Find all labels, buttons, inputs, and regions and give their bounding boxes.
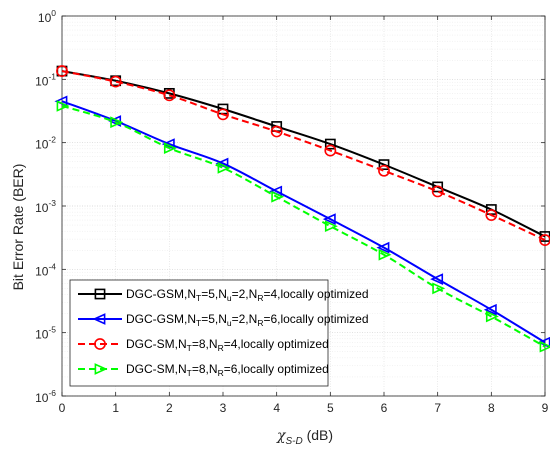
data-point bbox=[56, 100, 70, 112]
x-tick-label: 8 bbox=[488, 401, 495, 415]
legend-label: DGC-SM,NT=8,NR=6,locally optimized bbox=[126, 362, 329, 378]
legend-entry-4: DGC-SM,NT=8,NR=6,locally optimized bbox=[78, 362, 329, 378]
data-point bbox=[94, 363, 108, 375]
data-point bbox=[324, 144, 337, 157]
data-point bbox=[431, 185, 444, 198]
data-point bbox=[376, 241, 390, 254]
x-tick-label: 6 bbox=[381, 401, 388, 415]
data-point bbox=[109, 75, 122, 88]
axis-ticks: 0 1 2 3 4 5 6 7 8 9 10-6 10-5 10-4 10-3 10-2 10-1 100 bbox=[35, 8, 549, 415]
x-tick-label: 4 bbox=[273, 401, 280, 415]
data-point bbox=[324, 138, 336, 150]
legend-entry-3: DGC-SM,NT=8,NR=4,locally optimized bbox=[78, 337, 329, 353]
data-point bbox=[378, 159, 390, 171]
data-point bbox=[94, 288, 106, 300]
series-line bbox=[61, 104, 546, 348]
data-point bbox=[485, 310, 499, 323]
x-tick-label: 2 bbox=[166, 401, 173, 415]
data-point bbox=[483, 303, 497, 316]
x-tick-label: 3 bbox=[220, 401, 227, 415]
data-point bbox=[271, 190, 285, 203]
data-point bbox=[94, 338, 106, 350]
data-series bbox=[54, 65, 550, 353]
data-point bbox=[163, 142, 177, 154]
series-4 bbox=[56, 100, 550, 353]
data-point bbox=[485, 209, 498, 221]
y-tick-label: 10-2 bbox=[35, 135, 56, 152]
data-point bbox=[56, 65, 68, 77]
legend-entry-1: DGC-GSM,NT=5,Nu=2,NR=4,locally optimized bbox=[78, 287, 369, 303]
series-1 bbox=[56, 65, 550, 242]
data-point bbox=[110, 116, 124, 129]
series-line bbox=[61, 100, 546, 344]
x-axis-symbol: χ bbox=[276, 428, 287, 444]
y-tick-label: 100 bbox=[38, 8, 56, 25]
legend-entry-2: DGC-GSM,NT=5,Nu=2,NR=6,locally optimized bbox=[78, 312, 369, 328]
y-tick-label: 10-1 bbox=[35, 71, 56, 88]
data-point bbox=[324, 220, 338, 233]
legend-label: DGC-SM,NT=8,NR=4,locally optimized bbox=[126, 337, 329, 353]
data-point bbox=[161, 138, 175, 150]
data-point bbox=[163, 89, 176, 102]
x-axis-label: χS-D (dB) bbox=[276, 427, 333, 447]
data-point bbox=[539, 340, 550, 353]
x-tick-label: 1 bbox=[112, 401, 119, 415]
series-line bbox=[61, 70, 546, 238]
data-point bbox=[217, 162, 231, 174]
data-point bbox=[378, 248, 392, 261]
x-tick-label: 9 bbox=[542, 401, 549, 415]
data-point bbox=[430, 273, 444, 285]
data-point bbox=[378, 164, 390, 177]
x-tick-label: 0 bbox=[59, 401, 66, 415]
y-axis-label: Bit Error Rate (BER) bbox=[10, 164, 26, 291]
y-tick-label: 10-6 bbox=[35, 388, 56, 405]
data-point bbox=[270, 125, 283, 138]
y-tick-label: 10-4 bbox=[35, 261, 56, 278]
x-axis-unit: (dB) bbox=[303, 427, 333, 443]
y-tick-label: 10-3 bbox=[35, 198, 56, 215]
x-tick-label: 7 bbox=[434, 401, 441, 415]
legend: DGC-GSM,NT=5,Nu=2,NR=4,locally optimized… bbox=[69, 279, 369, 387]
data-point bbox=[92, 313, 106, 325]
y-tick-label: 10-5 bbox=[35, 325, 56, 342]
x-axis-subscript: S-D bbox=[285, 436, 302, 447]
data-point bbox=[432, 282, 446, 295]
series-3 bbox=[56, 65, 550, 246]
x-tick-label: 5 bbox=[327, 401, 334, 415]
legend-label: DGC-GSM,NT=5,Nu=2,NR=4,locally optimized bbox=[126, 287, 369, 303]
data-point bbox=[217, 108, 229, 121]
data-point bbox=[322, 213, 336, 225]
data-point bbox=[432, 181, 444, 193]
series-line bbox=[61, 70, 546, 241]
data-point bbox=[539, 234, 550, 246]
legend-label: DGC-GSM,NT=5,Nu=2,NR=6,locally optimized bbox=[126, 312, 369, 328]
